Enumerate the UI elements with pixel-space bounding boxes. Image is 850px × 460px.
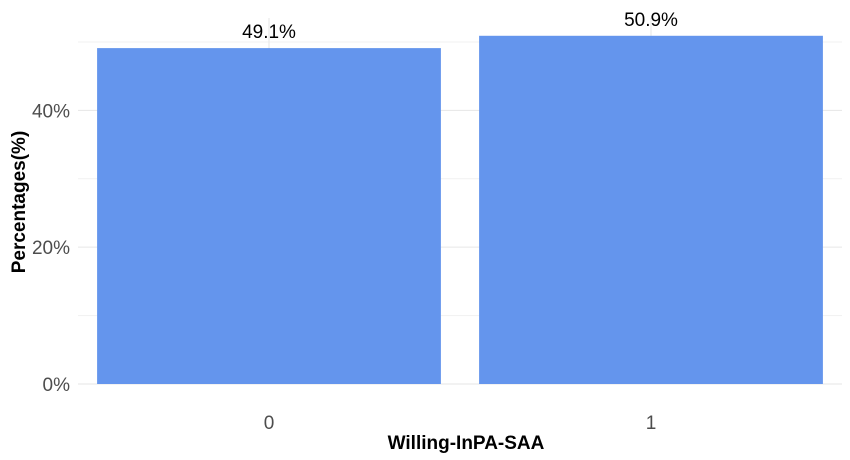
bar-1 xyxy=(479,35,823,384)
y-tick-label: 0% xyxy=(43,375,71,396)
data-label-0: 49.1% xyxy=(242,22,296,43)
data-label-1: 50.9% xyxy=(624,10,678,31)
y-axis-title: Percentages(%) xyxy=(9,131,30,274)
bars xyxy=(97,35,823,385)
x-tick-label: 0 xyxy=(264,413,275,434)
y-axis-ticks: 0% 20% 40% xyxy=(32,101,70,396)
y-tick-label: 20% xyxy=(32,238,70,259)
bar-0 xyxy=(97,48,441,385)
y-tick-label: 40% xyxy=(32,101,70,122)
x-axis-title: Willing-InPA-SAA xyxy=(388,433,545,454)
data-labels: 49.1% 50.9% xyxy=(242,10,678,43)
x-tick-label: 1 xyxy=(646,413,657,434)
